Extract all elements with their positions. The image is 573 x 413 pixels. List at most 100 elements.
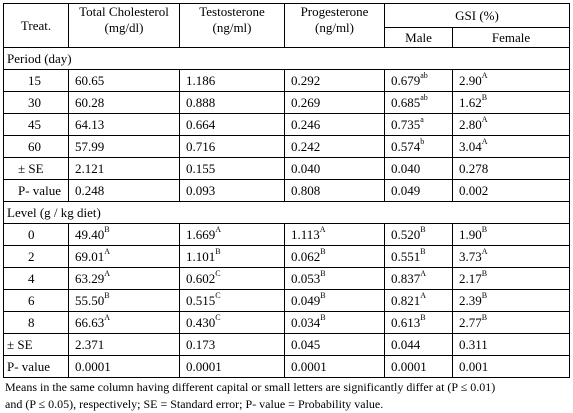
level-test-cell: 0.430C (179, 311, 285, 334)
period-chol-cell: 64.13 (68, 113, 180, 136)
level-female-cell-value: 2.17 (459, 270, 482, 286)
period-chol-cell-value: 64.13 (75, 116, 105, 132)
level-prog-cell-value: 0.062 (291, 248, 321, 264)
period-se-label: ± SE (3, 157, 69, 180)
period-male-cell: 0.685ab (384, 91, 453, 114)
level-prog-cell-significance-letter: B (320, 269, 326, 279)
period-test-cell-value: 0.664 (186, 116, 216, 132)
level-prog-cell: 0.049B (284, 289, 385, 312)
period-se-test-cell: 0.155 (179, 157, 285, 180)
period-female-cell-significance-letter: A (481, 115, 488, 125)
level-row-label: 0 (3, 223, 69, 246)
period-p-prog-cell: 0.808 (284, 179, 385, 202)
period-test-cell: 0.888 (179, 91, 285, 114)
period-title: Period (day) (3, 47, 570, 70)
level-test-cell-value: 0.602 (186, 270, 216, 286)
period-p-chol-cell-value: 0.248 (75, 182, 105, 198)
level-se-prog-cell: 0.045 (284, 333, 385, 356)
period-chol-cell-value: 60.65 (75, 72, 105, 88)
period-p-row: P- value 0.248 0.093 0.808 0.049 0.002 (3, 179, 570, 202)
period-female-cell-significance-letter: B (481, 93, 488, 103)
level-male-cell: 0.520B (384, 223, 453, 246)
period-chol-cell: 60.28 (68, 91, 180, 114)
period-p-male-cell: 0.049 (384, 179, 453, 202)
level-se-prog-cell-value: 0.045 (291, 336, 321, 352)
level-female-cell: 3.73A (452, 245, 570, 268)
period-se-prog-cell: 0.040 (284, 157, 385, 180)
header-cholesterol-line2: (mg/dl) (104, 20, 144, 35)
period-p-female-cell: 0.002 (452, 179, 570, 202)
level-test-cell-value: 0.430 (186, 314, 216, 330)
period-prog-cell: 0.246 (284, 113, 385, 136)
period-prog-cell: 0.269 (284, 91, 385, 114)
level-prog-cell: 0.053B (284, 267, 385, 290)
level-male-cell-significance-letter: B (420, 247, 426, 257)
table-row: 2 69.01A 1.101B 0.062B 0.551B 3.73A (3, 245, 570, 268)
level-row-label-value: 4 (28, 270, 35, 286)
level-p-prog-cell: 0.0001 (284, 355, 385, 378)
period-row-label-value: 15 (28, 72, 41, 88)
level-se-test-cell-value: 0.173 (186, 336, 216, 352)
level-chol-cell-significance-letter: B (104, 225, 110, 235)
period-p-test-cell-value: 0.093 (186, 182, 216, 198)
table-row: 60 57.99 0.716 0.242 0.574b 3.04A (3, 135, 570, 158)
header-progesterone-line1: Progesterone (300, 4, 369, 20)
level-male-cell: 0.551B (384, 245, 453, 268)
period-female-cell-value: 2.80 (459, 116, 482, 132)
level-p-test-cell-value: 0.0001 (186, 358, 222, 374)
period-se-chol-cell: 2.121 (68, 157, 180, 180)
period-female-cell-value: 3.04 (459, 138, 482, 154)
period-se-male-cell-value: 0.040 (391, 160, 421, 176)
level-test-cell-value: 0.515 (186, 292, 216, 308)
period-male-cell: 0.679ab (384, 69, 453, 92)
level-prog-cell-significance-letter: B (320, 291, 326, 301)
period-row-label: 60 (3, 135, 69, 158)
period-prog-cell-value: 0.292 (291, 72, 321, 88)
level-se-chol-cell: 2.371 (68, 333, 180, 356)
period-row-label-value: 45 (28, 116, 41, 132)
period-se-prog-cell-value: 0.040 (291, 160, 321, 176)
level-row-label: 6 (3, 289, 69, 312)
level-prog-cell-value: 0.049 (291, 292, 321, 308)
period-chol-cell-value: 60.28 (75, 94, 105, 110)
period-se-male-cell: 0.040 (384, 157, 453, 180)
period-male-cell-significance-letter: ab (420, 71, 428, 81)
level-male-cell-significance-letter: B (420, 225, 426, 235)
period-female-cell: 2.90A (452, 69, 570, 92)
period-p-label-value: P- value (18, 182, 61, 198)
period-test-cell: 1.186 (179, 69, 285, 92)
period-female-cell: 1.62B (452, 91, 570, 114)
level-row-label-value: 0 (28, 226, 35, 242)
results-table-container: Treat. Total Cholesterol (mg/dl) Testoste… (3, 3, 570, 413)
header-total-cholesterol: Total Cholesterol (mg/dl) (68, 3, 180, 48)
period-p-label: P- value (3, 179, 69, 202)
level-test-cell-value: 1.669 (186, 226, 216, 242)
period-row-label-value: 60 (28, 138, 41, 154)
table-row: 6 55.50B 0.515C 0.049B 0.821A 2.39B (3, 289, 570, 312)
period-se-female-cell: 0.278 (452, 157, 570, 180)
header-progesterone: Progesterone (ng/ml) (284, 3, 385, 48)
level-chol-cell-value: 49.40 (75, 226, 105, 242)
level-p-female-cell-value: 0.001 (459, 358, 489, 374)
period-se-row: ± SE 2.121 0.155 0.040 0.040 0.278 (3, 157, 570, 180)
period-se-female-cell-value: 0.278 (459, 160, 489, 176)
period-test-cell: 0.664 (179, 113, 285, 136)
level-female-cell-value: 2.77 (459, 314, 482, 330)
footnote: Means in the same column having differen… (3, 379, 569, 413)
level-female-cell-significance-letter: A (481, 247, 488, 257)
level-test-cell: 0.602C (179, 267, 285, 290)
period-male-cell-significance-letter: b (420, 137, 425, 147)
level-se-chol-cell-value: 2.371 (75, 336, 105, 352)
level-row-label: 2 (3, 245, 69, 268)
level-chol-cell: 69.01A (68, 245, 180, 268)
header-row-1: Treat. Total Cholesterol (mg/dl) Testoste… (3, 3, 570, 48)
period-p-test-cell: 0.093 (179, 179, 285, 202)
table-row: 4 63.29A 0.602C 0.053B 0.837A 2.17B (3, 267, 570, 290)
period-male-cell-value: 0.679 (391, 72, 421, 88)
level-p-row: P- value 0.0001 0.0001 0.0001 0.0001 0.001 (3, 355, 570, 378)
level-p-test-cell: 0.0001 (179, 355, 285, 378)
level-female-cell-significance-letter: B (481, 269, 488, 279)
level-row-label-value: 8 (28, 314, 35, 330)
level-chol-cell-value: 63.29 (75, 270, 105, 286)
level-prog-cell-value: 1.113 (291, 226, 320, 242)
